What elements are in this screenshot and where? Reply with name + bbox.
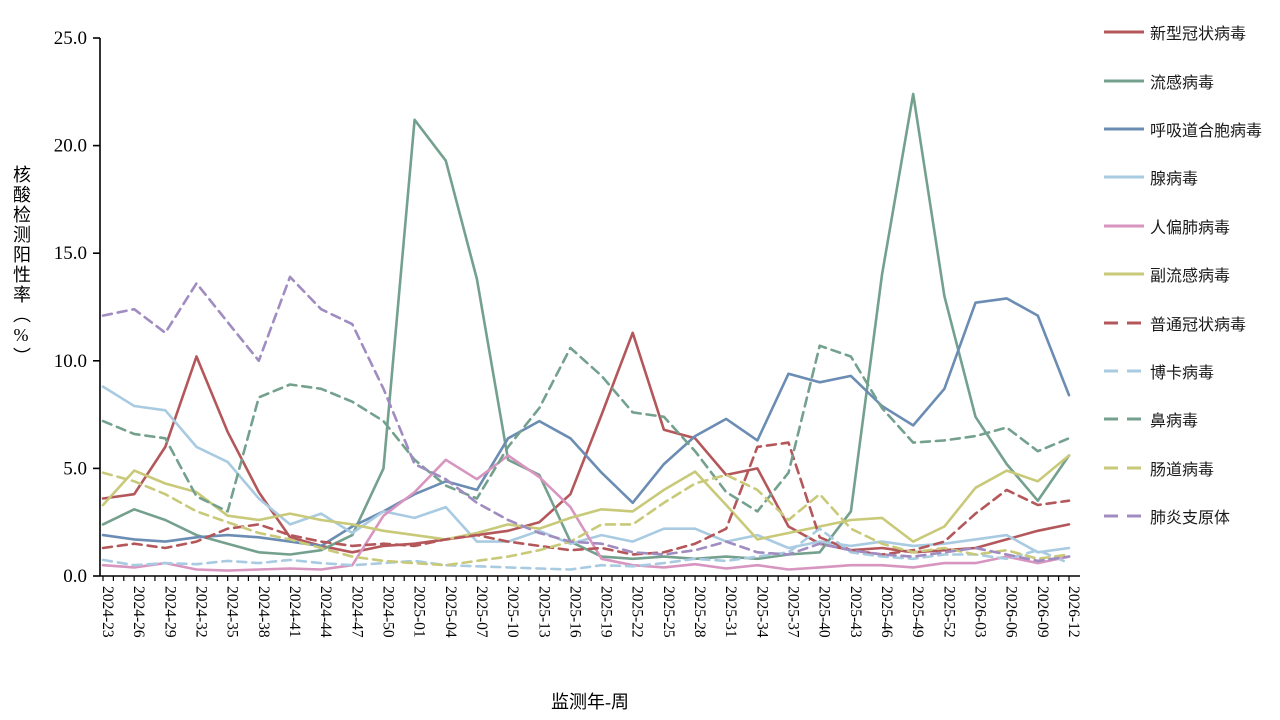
legend-swatch-dashed-line (1104, 417, 1144, 421)
series-line (101, 297, 1071, 548)
y-axis-title: 核酸检测阳性率（%） (11, 165, 31, 367)
x-tick-label: 2025-34 (753, 586, 770, 638)
legend-swatch-dashed-line (1104, 514, 1144, 518)
x-tick-label: 2025-46 (878, 586, 895, 638)
legend-item: 普通冠状病毒 (1103, 298, 1262, 346)
x-tick-label: 2024-47 (348, 586, 365, 638)
legend-swatch-solid-line (1104, 272, 1144, 276)
legend-label: 普通冠状病毒 (1150, 316, 1247, 334)
legend-item: 肺炎支原体 (1103, 492, 1262, 540)
legend-swatch-solid-line (1104, 224, 1144, 228)
legend-swatch-dashed-line (1104, 369, 1144, 373)
legend-item: 呼吸道合胞病毒 (1103, 105, 1262, 153)
legend-item: 人偏肺病毒 (1103, 202, 1262, 250)
legend-label: 人偏肺病毒 (1150, 219, 1231, 237)
series-line (101, 454, 1071, 543)
x-tick-label: 2024-38 (255, 586, 272, 638)
legend-item: 腺病毒 (1103, 153, 1262, 201)
x-tick-label: 2025-10 (504, 586, 521, 638)
x-tick-label: 2025-49 (909, 586, 926, 638)
x-tick-label: 2024-23 (99, 586, 116, 638)
series-line (101, 275, 1071, 563)
x-tick-label: 2025-31 (722, 586, 739, 638)
x-tick-label: 2025-07 (473, 586, 490, 638)
x-tick-label: 2026-09 (1034, 586, 1051, 638)
legend-label: 流感病毒 (1150, 74, 1215, 92)
x-tick-label: 2025-22 (629, 586, 646, 638)
legend-swatch-solid-line (1104, 79, 1144, 83)
legend-swatch-solid-line (1104, 175, 1144, 179)
y-tick-label: 5.0 (63, 458, 87, 479)
legend-item: 博卡病毒 (1103, 347, 1262, 395)
legend-label: 博卡病毒 (1150, 364, 1215, 382)
x-tick-label: 2024-50 (379, 586, 396, 638)
x-tick-label: 2025-25 (660, 586, 677, 638)
legend-swatch-dashed-line (1104, 466, 1144, 470)
y-tick-label: 20.0 (54, 136, 87, 157)
x-tick-label: 2025-13 (535, 586, 552, 638)
legend-item: 肠道病毒 (1103, 444, 1262, 492)
x-tick-label: 2026-06 (1003, 586, 1020, 638)
legend-label: 腺病毒 (1150, 171, 1199, 189)
y-tick-label: 25.0 (54, 28, 87, 49)
x-tick-label: 2024-29 (161, 586, 178, 638)
x-tick-label: 2025-16 (566, 586, 583, 638)
series-line (101, 385, 1071, 554)
legend-label: 肠道病毒 (1150, 461, 1215, 479)
series-line (101, 471, 1071, 567)
legend-label: 新型冠状病毒 (1150, 26, 1247, 44)
legend-label: 副流感病毒 (1150, 268, 1231, 286)
x-axis-title: 监测年-周 (551, 692, 629, 712)
series-line (101, 344, 1071, 513)
legend-item: 流感病毒 (1103, 56, 1262, 104)
x-tick-label: 2024-41 (286, 586, 303, 638)
legend: 新型冠状病毒 流感病毒呼吸道合胞病毒 腺病毒人偏肺病毒副流感病毒普通冠状病毒 博卡病毒… (1103, 8, 1262, 540)
x-tick-label: 2025-04 (442, 586, 459, 638)
x-tick-label: 2025-01 (411, 586, 428, 638)
x-tick-label: 2025-43 (847, 586, 864, 638)
x-tick-label: 2025-28 (691, 586, 708, 638)
y-tick-label: 15.0 (54, 243, 87, 264)
legend-label: 鼻病毒 (1150, 413, 1199, 431)
x-tick-label: 2025-52 (940, 586, 957, 638)
y-tick-label: 0.0 (63, 566, 87, 587)
legend-item: 新型冠状病毒 (1103, 8, 1262, 56)
legend-label: 肺炎支原体 (1150, 510, 1231, 528)
legend-item: 鼻病毒 (1103, 395, 1262, 443)
legend-item: 副流感病毒 (1103, 250, 1262, 298)
legend-swatch-solid-line (1104, 30, 1144, 34)
x-tick-label: 2024-32 (192, 586, 209, 638)
x-tick-label: 2024-35 (224, 586, 241, 638)
series-line (101, 92, 1071, 561)
x-tick-label: 2026-12 (1065, 586, 1082, 638)
x-tick-label: 2024-44 (317, 586, 334, 638)
legend-label: 呼吸道合胞病毒 (1150, 122, 1263, 140)
series-line (101, 527, 1071, 571)
y-tick-label: 10.0 (54, 351, 87, 372)
x-tick-label: 2025-40 (816, 586, 833, 638)
legend-swatch-dashed-line (1104, 321, 1144, 325)
legend-swatch-solid-line (1104, 127, 1144, 131)
x-tick-label: 2025-37 (785, 586, 802, 638)
x-tick-label: 2025-19 (598, 586, 615, 638)
x-tick-label: 2026-03 (972, 586, 989, 638)
x-tick-label: 2024-26 (130, 586, 147, 638)
